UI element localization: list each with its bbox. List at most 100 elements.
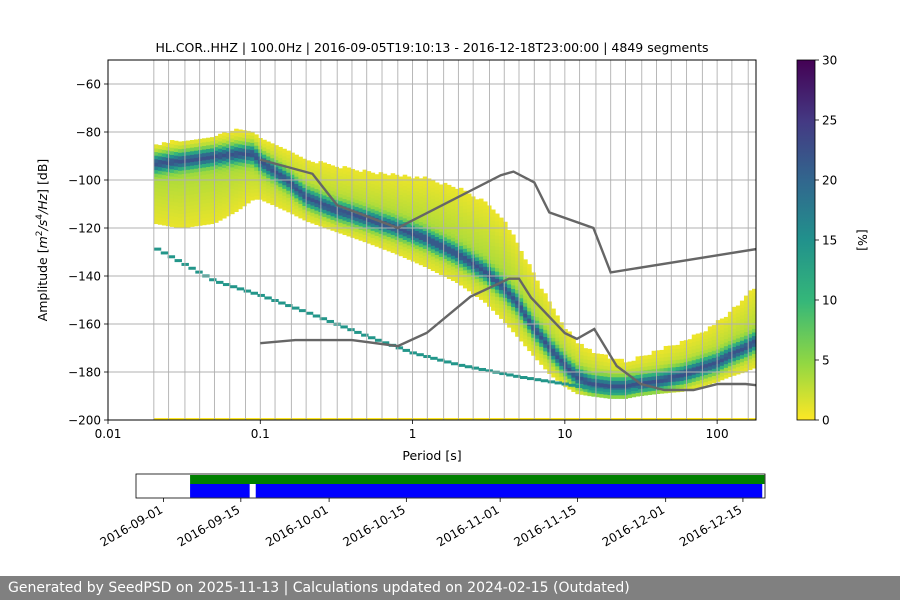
- heatmap-cell: [330, 205, 335, 210]
- heatmap-cell: [181, 195, 187, 200]
- heatmap-cell: [406, 208, 412, 213]
- heatmap-cell: [527, 339, 532, 344]
- heatmap-cell: [711, 335, 717, 340]
- heatmap-cell: [177, 191, 183, 196]
- heatmap-cell: [615, 380, 621, 385]
- heatmap-cell: [354, 220, 360, 225]
- heatmap-cell: [354, 224, 360, 229]
- heatmap-cell: [206, 166, 211, 171]
- heatmap-cell: [503, 272, 508, 277]
- heatmap-cell: [410, 189, 416, 194]
- heatmap-cell: [422, 237, 428, 242]
- heatmap-cell: [619, 376, 625, 381]
- heatmap-cell: [450, 204, 456, 209]
- outlier-psd-cell: [278, 301, 286, 305]
- heatmap-cell: [671, 381, 677, 386]
- heatmap-cell: [434, 207, 440, 212]
- outlier-psd-cell: [167, 255, 176, 259]
- heatmap-cell: [507, 323, 512, 328]
- heatmap-cell: [474, 213, 480, 218]
- heatmap-cell: [274, 184, 279, 189]
- heatmap-cell: [422, 180, 428, 185]
- heatmap-cell: [206, 220, 211, 225]
- heatmap-cell: [695, 355, 701, 360]
- heatmap-cell: [418, 192, 424, 197]
- heatmap-cell: [254, 145, 259, 150]
- heatmap-cell: [434, 189, 440, 194]
- heatmap-cell: [386, 232, 392, 237]
- heatmap-cell: [751, 360, 756, 365]
- heatmap-cell: [747, 322, 753, 327]
- heatmap-cell: [479, 238, 484, 243]
- heatmap-cell: [238, 190, 243, 195]
- heatmap-cell: [262, 150, 267, 155]
- heatmap-cell: [161, 171, 167, 176]
- heatmap-cell: [198, 142, 203, 147]
- heatmap-cell: [458, 202, 464, 207]
- heatmap-cell: [462, 226, 468, 231]
- heatmap-cell: [743, 367, 749, 372]
- heatmap-cell: [479, 277, 484, 282]
- heatmap-cell: [511, 259, 516, 264]
- heatmap-cell: [474, 249, 480, 254]
- heatmap-cell: [202, 221, 207, 226]
- heatmap-cell: [165, 175, 171, 180]
- heatmap-cell: [422, 208, 428, 213]
- heatmap-cell: [743, 295, 749, 300]
- heatmap-cell: [739, 351, 745, 356]
- heatmap-cell: [157, 206, 163, 211]
- heatmap-cell: [450, 212, 456, 217]
- heatmap-cell: [370, 201, 376, 206]
- heatmap-cell: [499, 235, 504, 240]
- heatmap-cell: [458, 216, 464, 221]
- heatmap-cell: [370, 208, 376, 213]
- heatmap-cell: [278, 154, 283, 159]
- heatmap-cell: [434, 240, 440, 245]
- heatmap-cell: [675, 366, 681, 371]
- heatmap-cell: [671, 374, 677, 379]
- heatmap-cell: [193, 189, 199, 194]
- heatmap-cell: [491, 213, 496, 218]
- heatmap-cell: [366, 196, 372, 201]
- heatmap-cell: [366, 217, 372, 223]
- heatmap-cell: [214, 143, 219, 148]
- heatmap-cell: [643, 366, 649, 371]
- heatmap-cell: [454, 246, 460, 251]
- heatmap-cell: [438, 267, 444, 272]
- heatmap-cell: [173, 201, 179, 207]
- heatmap-cell: [189, 208, 195, 213]
- heatmap-cell: [334, 192, 339, 197]
- heatmap-cell: [555, 319, 560, 324]
- heatmap-cell: [523, 298, 528, 304]
- heatmap-cell: [362, 180, 368, 185]
- heatmap-cell: [683, 368, 689, 374]
- heatmap-cell: [635, 381, 641, 386]
- heatmap-cell: [165, 211, 171, 216]
- heatmap-cell: [169, 197, 175, 202]
- heatmap-cell: [563, 361, 568, 366]
- heatmap-cell: [165, 168, 171, 173]
- heatmap-cell: [242, 137, 247, 142]
- heatmap-cell: [214, 135, 219, 141]
- heatmap-cell: [747, 319, 753, 324]
- heatmap-cell: [338, 207, 344, 212]
- heatmap-cell: [214, 179, 219, 184]
- heatmap-cell: [189, 147, 195, 152]
- heatmap-cell: [611, 362, 616, 367]
- heatmap-cell: [246, 159, 251, 164]
- heatmap-cell: [177, 202, 183, 207]
- heatmap-cell: [386, 182, 392, 187]
- heatmap-cell: [206, 209, 211, 214]
- heatmap-cell: [181, 159, 187, 164]
- heatmap-cell: [214, 157, 219, 162]
- heatmap-cell: [483, 212, 488, 217]
- x-tick-label: 100: [706, 427, 729, 441]
- heatmap-cell: [747, 340, 753, 345]
- heatmap-cell: [206, 148, 211, 153]
- heatmap-cell: [462, 277, 468, 282]
- heatmap-cell: [547, 337, 552, 342]
- heatmap-cell: [366, 181, 372, 187]
- heatmap-cell: [663, 345, 669, 351]
- heatmap-cell: [282, 173, 287, 179]
- heatmap-cell: [531, 286, 536, 291]
